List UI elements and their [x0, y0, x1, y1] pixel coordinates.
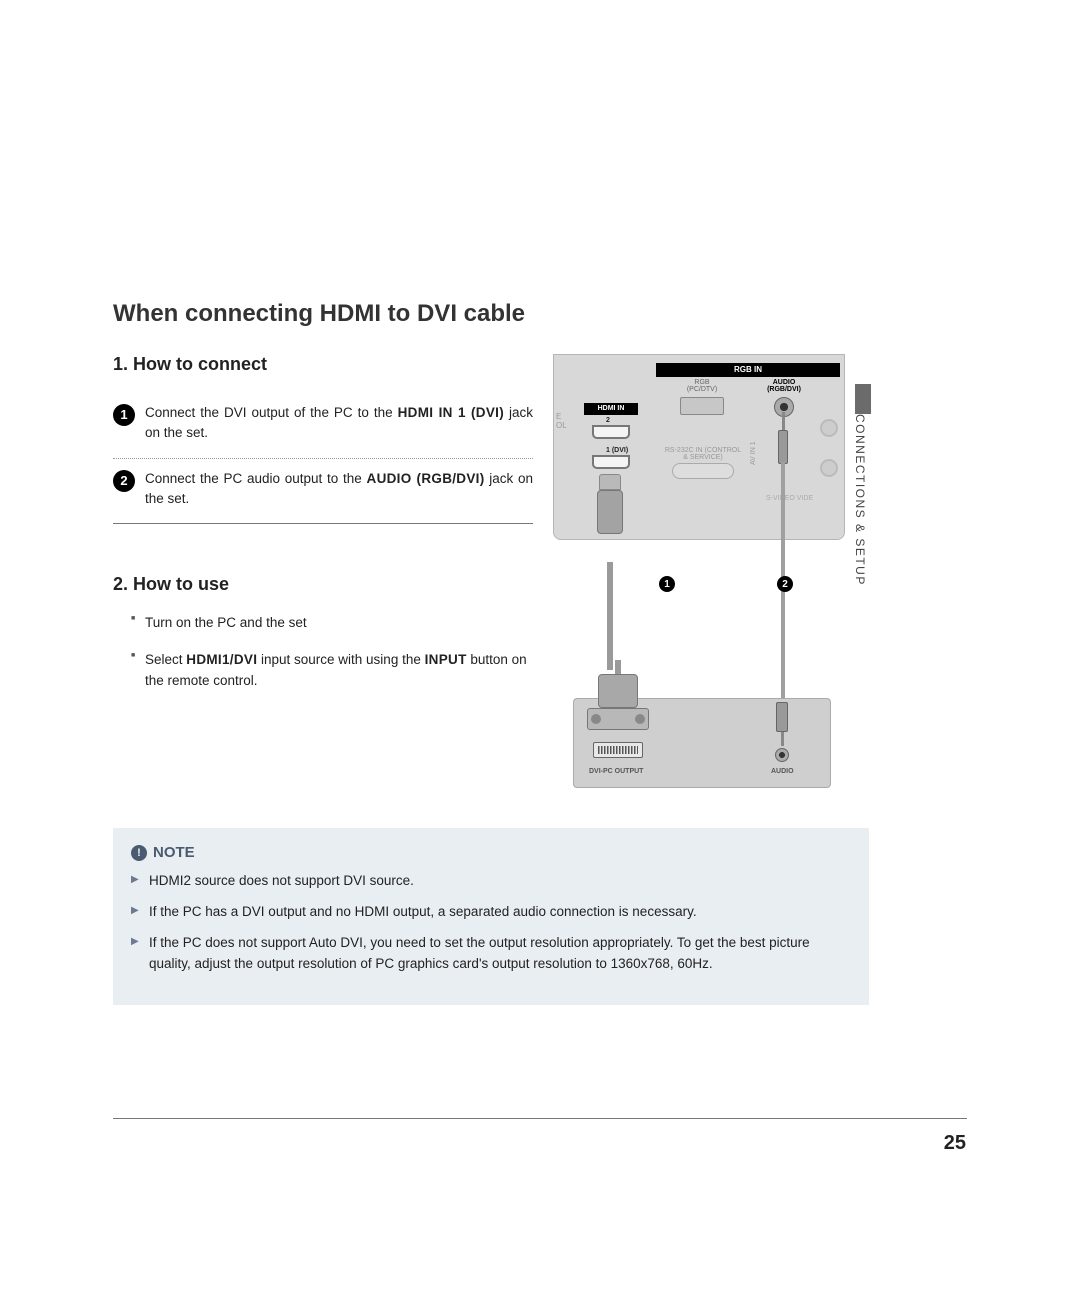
note-icon: !	[131, 845, 147, 861]
use-text: input source with using the	[257, 652, 424, 667]
diagram-callout: 2	[777, 576, 793, 592]
svideo-label: S-VIDEO VIDE	[766, 495, 813, 502]
note-item: HDMI2 source does not support DVI source…	[131, 871, 851, 892]
section-tab	[855, 384, 871, 414]
section-how-to-connect-heading: 1. How to connect	[113, 354, 533, 375]
rgb-port-icon	[680, 397, 724, 415]
step-text: Connect the PC audio output to the	[145, 471, 367, 486]
step-bold: AUDIO (RGB/DVI)	[367, 471, 485, 486]
note-item: If the PC does not support Auto DVI, you…	[131, 933, 851, 975]
hdmi-port-number: 1 (DVI)	[606, 447, 628, 454]
hdmi-port-number: 2	[606, 417, 610, 424]
use-item: Turn on the PC and the set	[131, 613, 533, 634]
dvi-plug-icon	[587, 660, 649, 730]
rgb-in-label: RGB IN	[656, 363, 840, 377]
use-text: Select	[145, 652, 186, 667]
use-bold: INPUT	[425, 652, 467, 667]
note-title-text: NOTE	[153, 844, 195, 861]
connection-diagram: RGB IN RGB (PC/DTV) AUDIO (RGB/DVI) HDMI…	[553, 354, 845, 790]
section-how-to-use-heading: 2. How to use	[113, 574, 533, 595]
note-box: ! NOTE HDMI2 source does not support DVI…	[113, 828, 869, 1005]
av-in-label: AV IN 1	[750, 425, 757, 465]
hdmi-port-icon	[592, 455, 630, 469]
av-jack-icon	[820, 459, 838, 477]
step-number-badge: 2	[113, 470, 135, 492]
hdmi-cable-icon	[607, 562, 613, 670]
section-side-label: CONNECTIONS & SETUP	[853, 414, 867, 586]
diagram-callout: 1	[659, 576, 675, 592]
dvi-output-label: DVI-PC OUTPUT	[589, 768, 643, 775]
audio-plug-icon	[775, 702, 789, 746]
audio-port-label: AUDIO (RGB/DVI)	[764, 379, 804, 393]
hdmi-in-label: HDMI IN	[584, 403, 638, 415]
note-title: ! NOTE	[131, 844, 851, 861]
hdmi-port-icon	[592, 425, 630, 439]
page-number: 25	[944, 1132, 966, 1155]
audio-plug-icon	[778, 412, 788, 464]
use-item: Select HDMI1/DVI input source with using…	[131, 650, 533, 692]
dvi-port-icon	[593, 742, 643, 758]
rs232-port-icon	[672, 463, 734, 479]
step-number-badge: 1	[113, 404, 135, 426]
hdmi-plug-icon	[597, 474, 623, 564]
footer-rule	[113, 1118, 967, 1119]
step-bold: HDMI IN 1 (DVI)	[398, 405, 504, 420]
note-item: If the PC has a DVI output and no HDMI o…	[131, 902, 851, 923]
step-text: Connect the DVI output of the PC to the	[145, 405, 398, 420]
right-column: CONNECTIONS & SETUP RGB IN RGB (PC/DTV) …	[553, 354, 845, 790]
use-bold: HDMI1/DVI	[186, 652, 257, 667]
cutoff-text: E OL	[554, 411, 568, 445]
audio-jack-icon	[775, 748, 789, 762]
page-title: When connecting HDMI to DVI cable	[113, 300, 869, 328]
audio-output-label: AUDIO	[771, 768, 794, 775]
av-jack-icon	[820, 419, 838, 437]
connect-step: 1 Connect the DVI output of the PC to th…	[113, 393, 533, 459]
connect-step: 2 Connect the PC audio output to the AUD…	[113, 459, 533, 524]
left-column: 1. How to connect 1 Connect the DVI outp…	[113, 354, 533, 790]
rs232-label: RS-232C IN (CONTROL & SERVICE)	[664, 447, 742, 461]
rgb-port-label: RGB (PC/DTV)	[680, 379, 724, 393]
